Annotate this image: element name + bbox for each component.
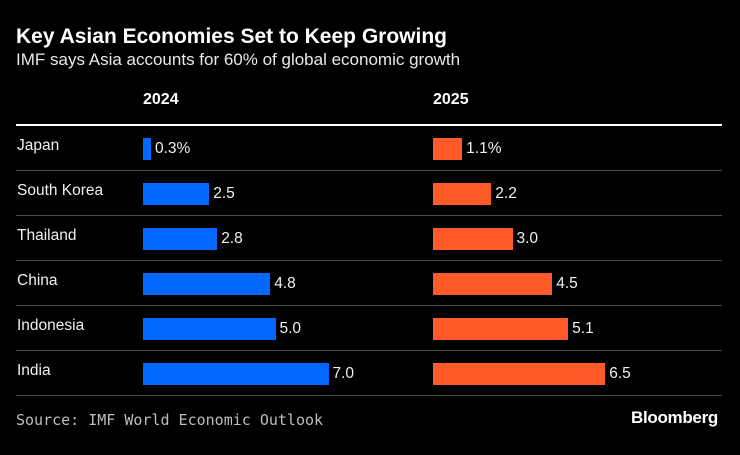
- bar-2024-thailand: [143, 228, 218, 250]
- bar-2025-indonesia: [433, 318, 569, 340]
- data-label: 3.0: [516, 230, 539, 247]
- chart-subtitle: IMF says Asia accounts for 60% of global…: [16, 50, 461, 69]
- row-divider: [16, 215, 722, 216]
- data-label: 4.5: [556, 275, 578, 292]
- row-divider: [16, 395, 722, 396]
- category-label: Japan: [17, 137, 60, 154]
- header-rule: [16, 124, 722, 126]
- source-note: Source: IMF World Economic Outlook: [16, 411, 324, 429]
- bar-2025-india: [433, 363, 606, 385]
- bar-2024-indonesia: [143, 318, 276, 340]
- column-header-2024: 2024: [143, 91, 179, 108]
- bar-2025-south-korea: [433, 183, 492, 205]
- data-label: 4.8: [274, 275, 296, 292]
- bloomberg-logo: Bloomberg: [630, 408, 718, 427]
- data-label: 6.5: [609, 365, 631, 382]
- data-label: 5.0: [279, 320, 302, 337]
- row-divider: [16, 170, 722, 171]
- category-label: South Korea: [17, 182, 104, 199]
- bar-2024-china: [143, 273, 271, 295]
- data-label: 1.1%: [466, 140, 502, 157]
- row-divider: [16, 260, 722, 261]
- category-label: India: [17, 362, 51, 379]
- chart-title: Key Asian Economies Set to Keep Growing: [16, 25, 447, 48]
- bar-2024-south-korea: [143, 183, 210, 205]
- row-divider: [16, 350, 722, 351]
- category-label: Indonesia: [17, 317, 85, 334]
- category-label: Thailand: [17, 227, 77, 244]
- data-label: 5.1: [572, 320, 594, 337]
- bar-2024-india: [143, 363, 329, 385]
- data-label: 7.0: [332, 365, 355, 382]
- bar-2025-japan: [433, 138, 463, 160]
- bar-2025-thailand: [433, 228, 513, 250]
- data-label: 2.2: [495, 185, 517, 202]
- bar-2025-china: [433, 273, 553, 295]
- row-divider: [16, 305, 722, 306]
- data-label: 2.5: [213, 185, 235, 202]
- data-label: 2.8: [221, 230, 243, 247]
- bar-2024-japan: [143, 138, 151, 160]
- category-label: China: [17, 272, 58, 289]
- data-label: 0.3%: [155, 140, 191, 157]
- column-header-2025: 2025: [433, 91, 469, 108]
